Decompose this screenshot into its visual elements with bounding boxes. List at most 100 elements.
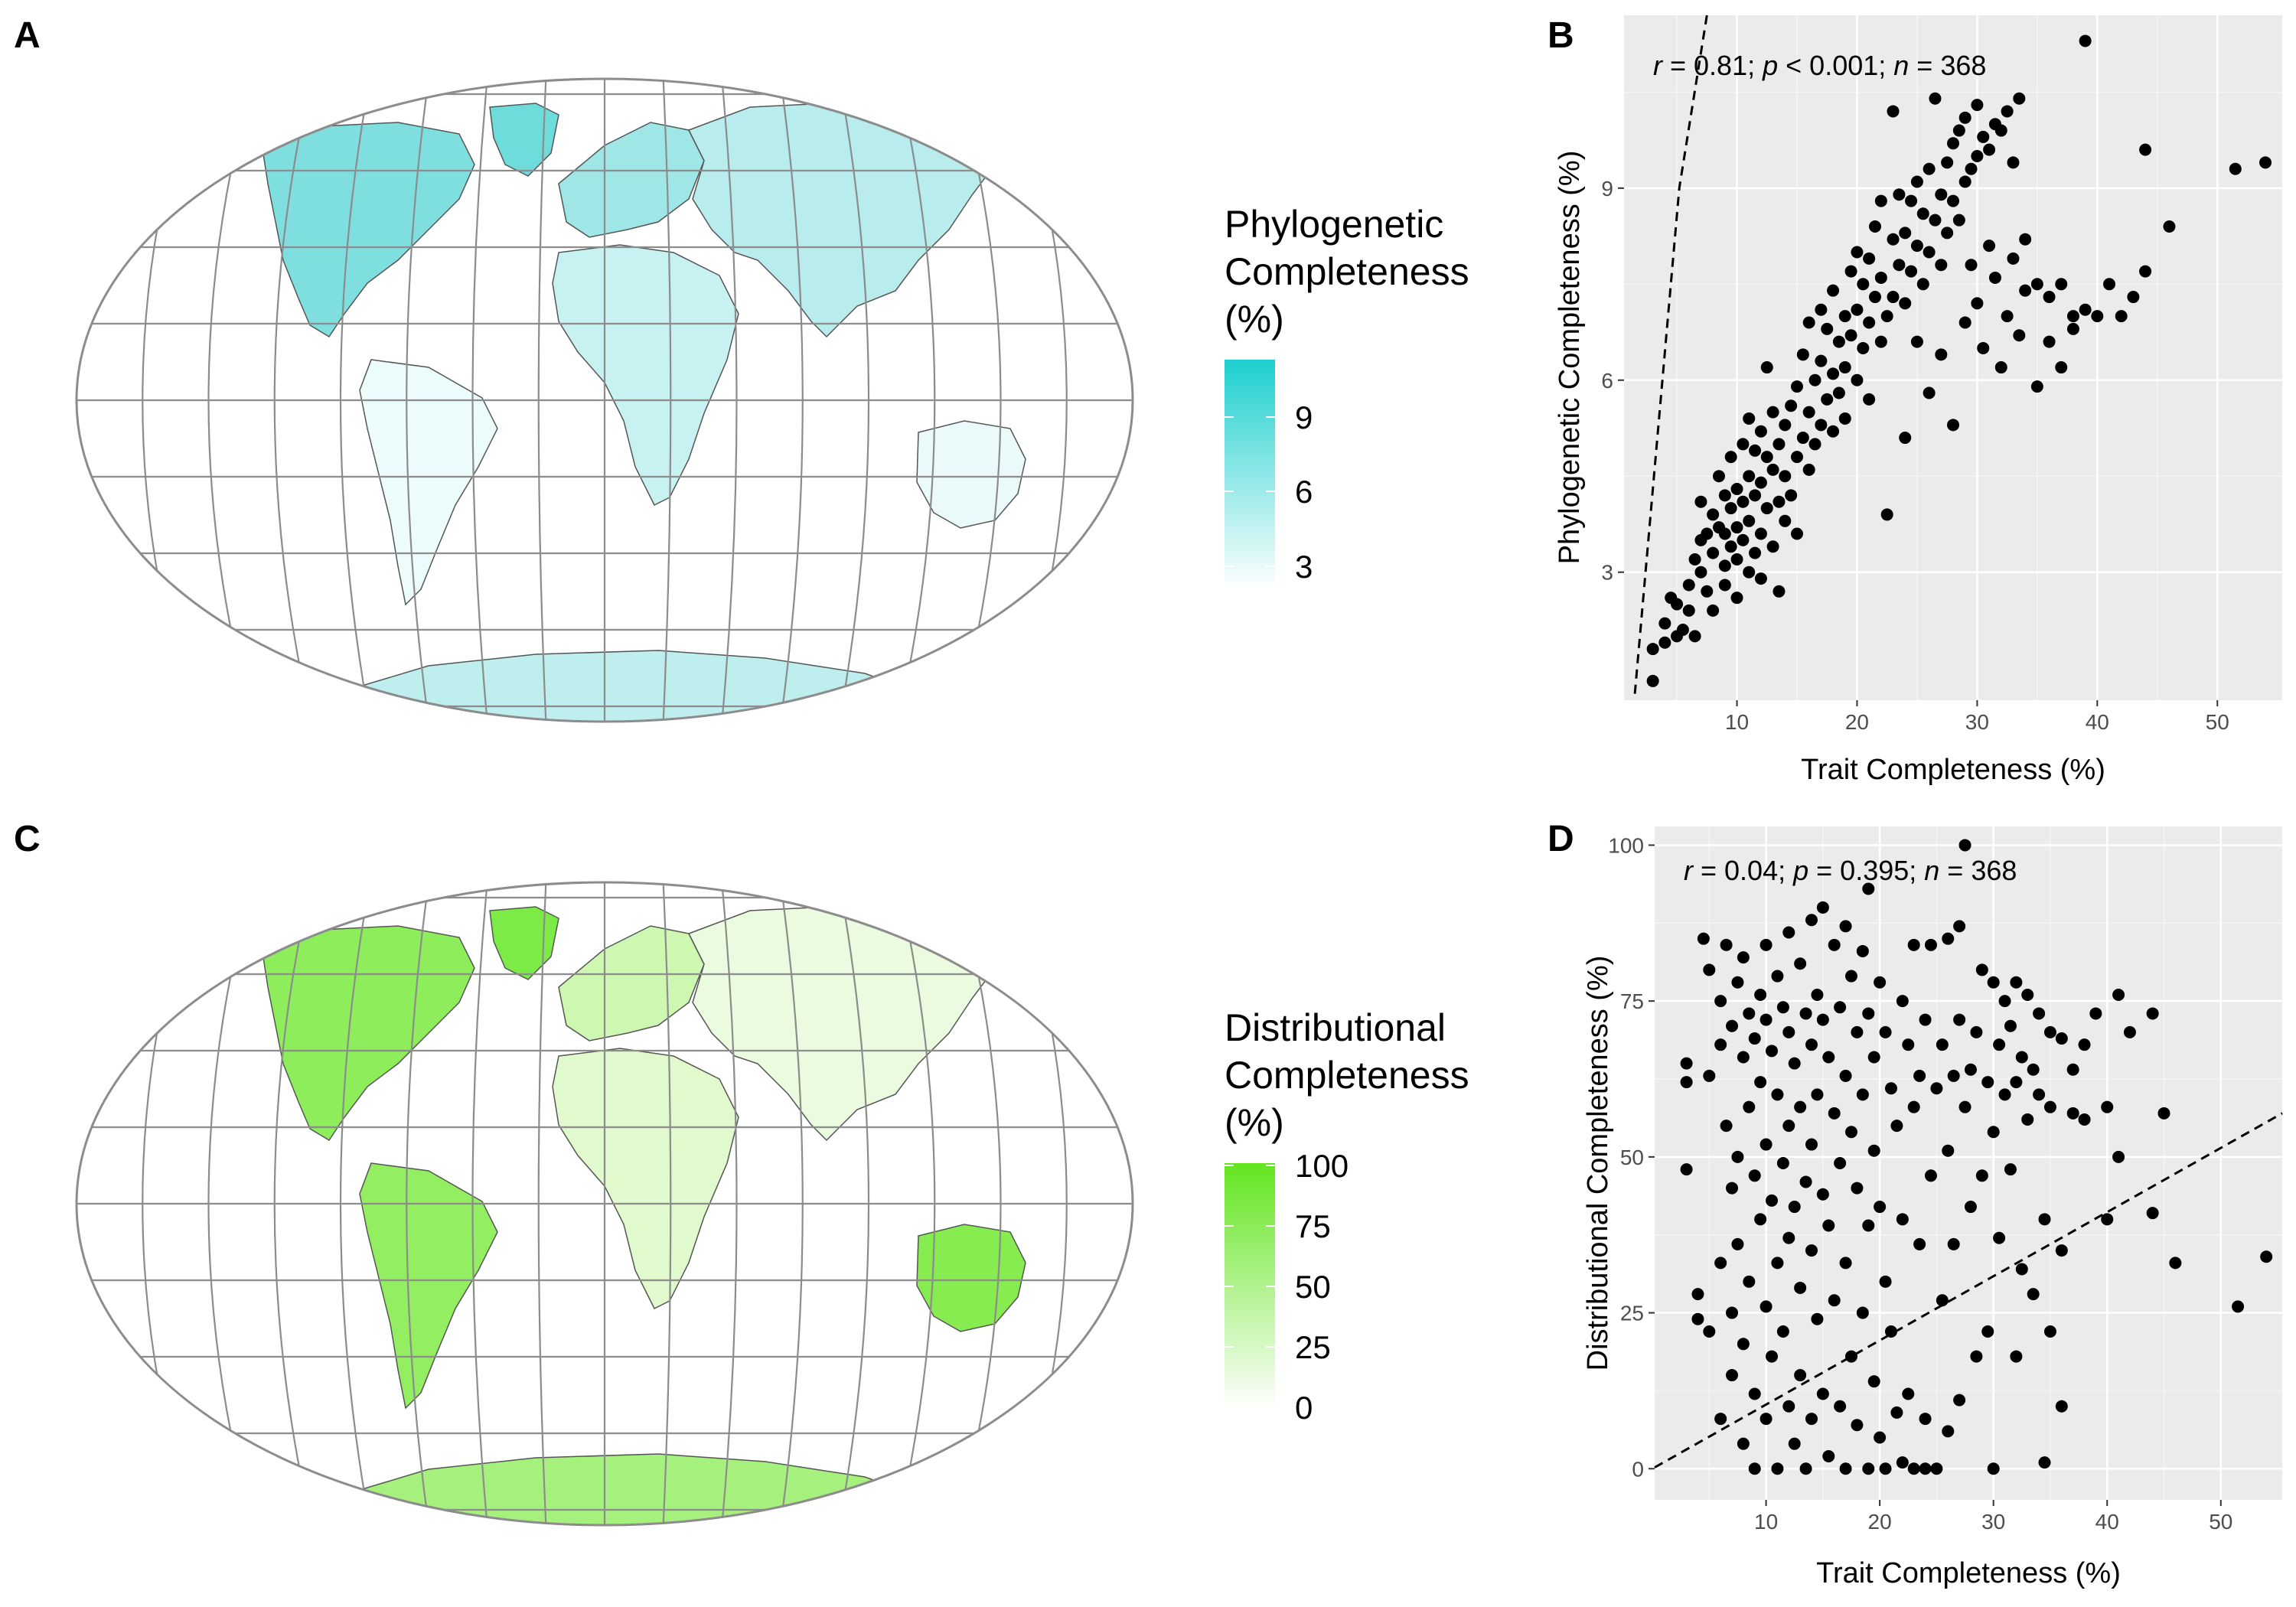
data-point [1862, 1007, 1875, 1020]
reference-line [1654, 1112, 2283, 1468]
data-point [1805, 1038, 1818, 1051]
data-point [2103, 278, 2116, 291]
map-c-greenland [489, 906, 559, 980]
map-phylogenetic-completeness [75, 77, 1134, 723]
data-point [1983, 240, 1996, 253]
data-point [1805, 1138, 1818, 1151]
data-point [1766, 1350, 1779, 1363]
data-point [2010, 1076, 2023, 1089]
data-point [1862, 1219, 1875, 1232]
data-point [1856, 1306, 1869, 1319]
data-point [1707, 508, 1720, 521]
data-point [1907, 1100, 1920, 1113]
data-point [2232, 1300, 2245, 1313]
data-point [1867, 1375, 1880, 1388]
data-point [1844, 970, 1857, 983]
data-point [2030, 278, 2043, 291]
data-point [1930, 1462, 1943, 1475]
data-point [1658, 617, 1671, 630]
data-point [1760, 451, 1773, 464]
data-point [1975, 1169, 1988, 1182]
data-point [1737, 1338, 1750, 1351]
data-point [1748, 1169, 1761, 1182]
data-point [1822, 1449, 1835, 1462]
data-point [2101, 1100, 2114, 1113]
data-point [2027, 1063, 2040, 1076]
data-point [1737, 438, 1750, 451]
data-point [1726, 1019, 1739, 1032]
data-point [2013, 92, 2026, 105]
data-point [1788, 1201, 1801, 1214]
data-point [1815, 354, 1828, 367]
data-point [1828, 1107, 1841, 1120]
data-point [1867, 1144, 1880, 1157]
map-distributional-completeness [75, 881, 1134, 1527]
data-point [1924, 938, 1937, 951]
data-point [1965, 162, 1978, 175]
data-point [1839, 1069, 1852, 1082]
data-point [1730, 521, 1743, 534]
data-point [1896, 995, 1909, 1008]
data-point [2078, 1113, 2091, 1126]
data-point [1936, 1294, 1949, 1307]
data-point [1899, 227, 1912, 240]
scatter-d-reference-line [1654, 1112, 2283, 1468]
scatter-b-annot-n-value: = 368 [1909, 50, 1986, 81]
data-point [1947, 1237, 1960, 1250]
data-point [1862, 882, 1875, 895]
data-point [1923, 162, 1936, 175]
data-point [1816, 901, 1829, 914]
data-point [1874, 271, 1887, 284]
data-point [1815, 419, 1828, 432]
data-point [1749, 444, 1762, 457]
data-point [1851, 373, 1864, 386]
data-point [1947, 1069, 1960, 1082]
data-point [1953, 1013, 1966, 1026]
data-point [2038, 1213, 2051, 1226]
data-point [1919, 1462, 1932, 1475]
legend-c-title-line-3: (%) [1225, 1101, 1284, 1144]
data-point [2019, 284, 2032, 297]
data-point [1890, 1406, 1903, 1419]
data-point [1754, 1076, 1767, 1089]
data-point [2066, 322, 2079, 335]
data-point [2260, 1250, 2273, 1263]
data-point [1874, 1201, 1887, 1214]
data-point [2112, 1150, 2125, 1163]
data-point [2259, 156, 2272, 169]
data-point [2043, 291, 2056, 304]
legend-distributional: Distributional Completeness (%) 100 75 5… [1225, 1006, 1469, 1426]
data-point [1863, 393, 1876, 406]
map-a-australia [916, 420, 1026, 529]
data-point [1794, 1281, 1807, 1294]
data-point [1760, 1013, 1773, 1026]
data-point [1720, 1120, 1733, 1133]
data-point [1958, 175, 1971, 188]
data-point [2091, 310, 2104, 323]
data-point [1844, 1350, 1857, 1363]
data-point [2015, 1263, 2028, 1276]
scatter-b-annot-p-value: < 0.001; [1778, 50, 1893, 81]
legend-a-tick-6: 6 [1295, 474, 1313, 510]
data-point [1851, 303, 1864, 316]
data-point [1828, 938, 1841, 951]
data-point [1879, 1025, 1892, 1038]
scatter-distrib-vs-trait: 10 20 30 40 50 0 25 50 75 100 r = 0.04; p = 0.39… [1582, 826, 2283, 1589]
data-point [1994, 124, 2007, 137]
data-point [2043, 335, 2056, 348]
data-point [1942, 932, 1955, 945]
data-point [1988, 271, 2001, 284]
scatter-b-points [1646, 34, 2272, 687]
data-point [1701, 527, 1714, 540]
data-point [1776, 1001, 1789, 1014]
data-point [1971, 150, 1984, 163]
data-point [1930, 1082, 1943, 1095]
scatter-b-x-ticks: 10 20 30 40 50 [1725, 700, 2229, 734]
data-point [2127, 291, 2140, 304]
data-point [2079, 303, 2092, 316]
data-point [1658, 636, 1671, 649]
data-point [1953, 920, 1966, 933]
scatter-b-annot-r-value: = 0.81; [1662, 50, 1763, 81]
data-point [1718, 559, 1731, 572]
x-tick-label: 20 [1868, 1510, 1892, 1534]
